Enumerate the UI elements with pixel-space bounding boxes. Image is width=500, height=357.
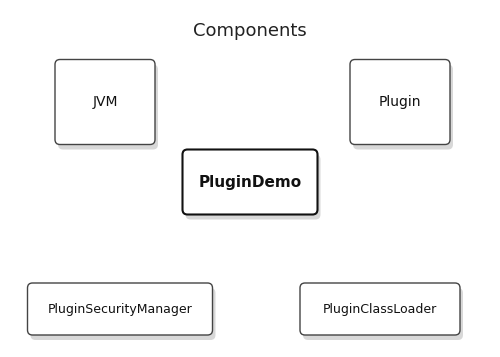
Text: PluginSecurityManager: PluginSecurityManager: [48, 302, 193, 316]
FancyBboxPatch shape: [300, 283, 460, 335]
Text: JVM: JVM: [92, 95, 118, 109]
FancyBboxPatch shape: [28, 283, 212, 335]
Text: PluginDemo: PluginDemo: [198, 175, 302, 190]
FancyBboxPatch shape: [350, 60, 450, 145]
FancyBboxPatch shape: [55, 60, 155, 145]
Text: Plugin: Plugin: [379, 95, 421, 109]
FancyBboxPatch shape: [303, 288, 463, 340]
FancyBboxPatch shape: [30, 288, 216, 340]
FancyBboxPatch shape: [186, 155, 320, 220]
Text: Components: Components: [193, 22, 307, 40]
FancyBboxPatch shape: [58, 65, 158, 150]
FancyBboxPatch shape: [182, 150, 318, 215]
FancyBboxPatch shape: [353, 65, 453, 150]
Text: PluginClassLoader: PluginClassLoader: [323, 302, 437, 316]
